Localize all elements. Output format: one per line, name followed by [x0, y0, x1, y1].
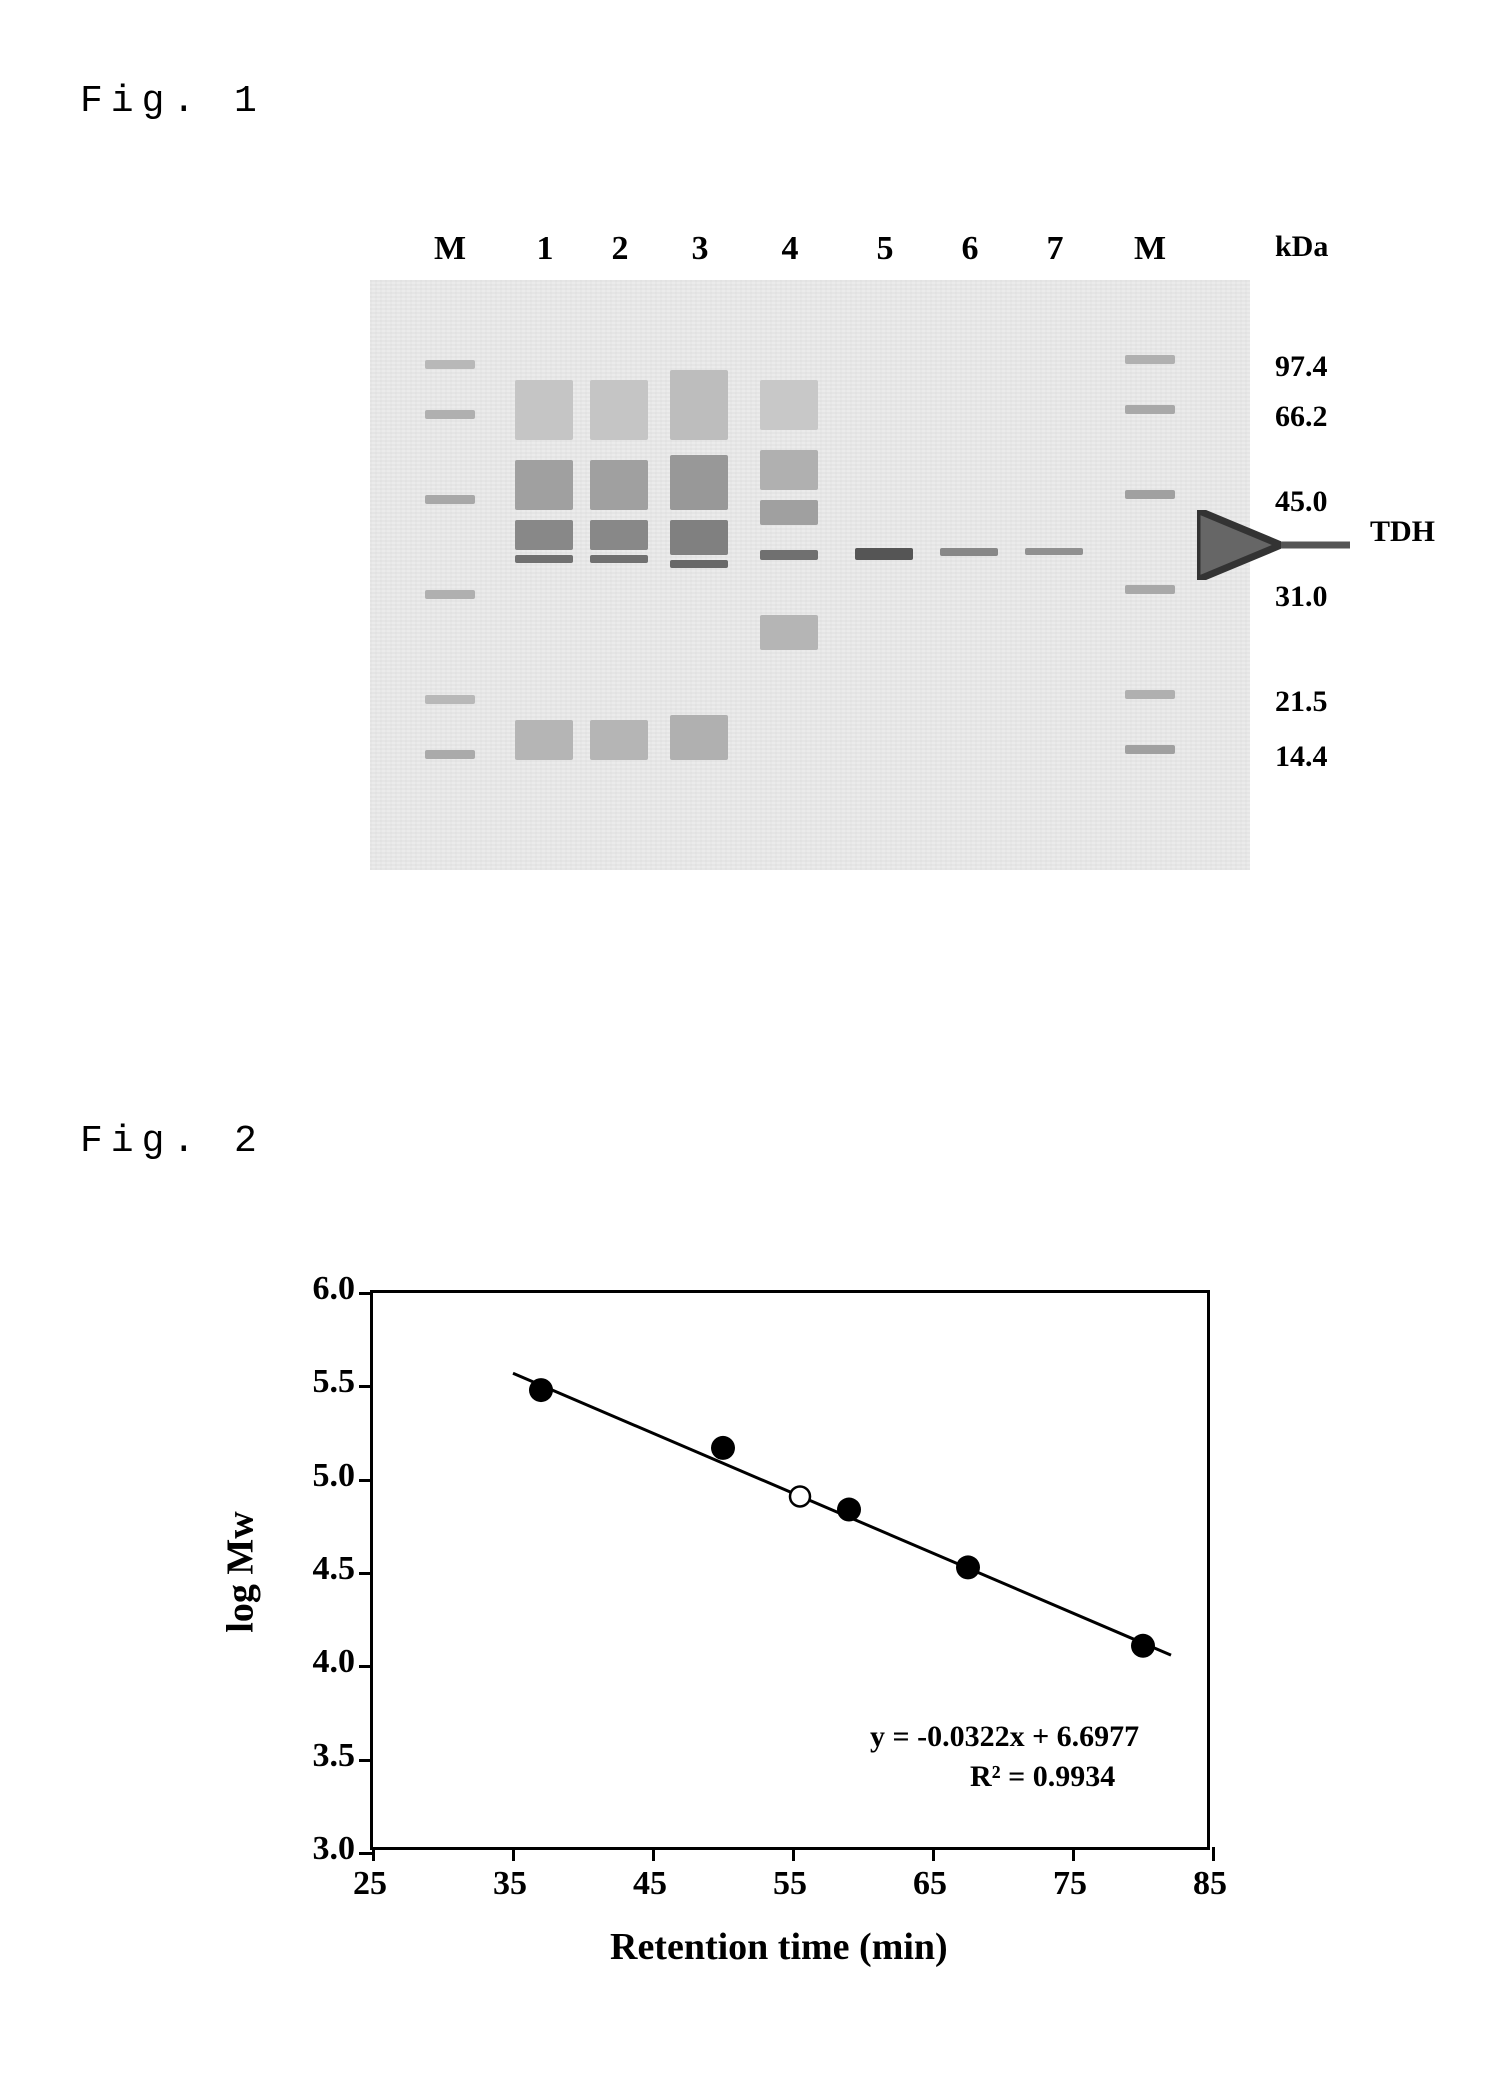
lane-label: 7: [1025, 230, 1085, 268]
data-point-open: [790, 1486, 810, 1506]
lane-label: 2: [590, 230, 650, 268]
gel-band: [940, 548, 998, 556]
gel-band: [1125, 585, 1175, 594]
y-tick-label: 5.5: [275, 1363, 355, 1401]
gel-band: [590, 520, 648, 550]
gel-band: [515, 555, 573, 563]
gel-band: [1125, 405, 1175, 414]
x-tick-label: 25: [340, 1865, 400, 1903]
y-tick-label: 3.0: [275, 1830, 355, 1868]
gel-band: [1025, 548, 1083, 555]
gel-band: [670, 520, 728, 555]
y-tick-label: 5.0: [275, 1457, 355, 1495]
fig1-label: Fig. 1: [80, 80, 265, 123]
gel-band: [425, 750, 475, 759]
y-axis-label: log Mw: [219, 1511, 263, 1632]
gel-band: [590, 555, 648, 563]
gel-band: [425, 360, 475, 369]
data-point-filled: [837, 1498, 861, 1522]
tdh-arrow: [1255, 530, 1385, 565]
gel-band: [425, 410, 475, 419]
gel-image: M1234567M 97.466.245.031.021.514.4 kDa T…: [370, 230, 1250, 870]
data-point-filled: [956, 1555, 980, 1579]
gel-background: [370, 280, 1250, 870]
gel-band: [590, 380, 648, 440]
x-tick-label: 65: [900, 1865, 960, 1903]
gel-band: [1125, 690, 1175, 699]
lane-label: 6: [940, 230, 1000, 268]
r-squared: R² = 0.9934: [970, 1760, 1115, 1794]
fig2-label: Fig. 2: [80, 1120, 265, 1163]
gel-band: [515, 520, 573, 550]
gel-band: [590, 460, 648, 510]
lane-label: 4: [760, 230, 820, 268]
x-axis-label: Retention time (min): [610, 1925, 948, 1969]
lane-label: 5: [855, 230, 915, 268]
gel-band: [425, 695, 475, 704]
gel-band: [760, 380, 818, 430]
gel-band: [590, 720, 648, 760]
gel-band: [760, 550, 818, 560]
gel-band: [1125, 355, 1175, 364]
mw-label: 45.0: [1275, 485, 1328, 519]
x-tick-label: 45: [620, 1865, 680, 1903]
x-tick-label: 75: [1040, 1865, 1100, 1903]
gel-band: [515, 720, 573, 760]
y-tick-label: 4.0: [275, 1643, 355, 1681]
x-tick-label: 85: [1180, 1865, 1240, 1903]
lane-label: 3: [670, 230, 730, 268]
y-tick-label: 3.5: [275, 1737, 355, 1775]
data-point-filled: [1131, 1634, 1155, 1658]
gel-band: [515, 460, 573, 510]
lane-label: M: [420, 230, 480, 268]
mw-label: 97.4: [1275, 350, 1328, 384]
mw-label: 31.0: [1275, 580, 1328, 614]
gel-band: [515, 380, 573, 440]
kda-header: kDa: [1275, 230, 1328, 264]
data-point-filled: [529, 1378, 553, 1402]
mw-label: 21.5: [1275, 685, 1328, 719]
gel-band: [670, 370, 728, 440]
gel-band: [760, 450, 818, 490]
gel-band: [855, 548, 913, 560]
gel-band: [670, 560, 728, 568]
gel-band: [1125, 490, 1175, 499]
lane-label: 1: [515, 230, 575, 268]
data-point-filled: [711, 1436, 735, 1460]
gel-band: [670, 715, 728, 760]
gel-band: [760, 615, 818, 650]
lane-label: M: [1120, 230, 1180, 268]
scatter-chart: 3.03.54.04.55.05.56.0 25354555657585 log…: [230, 1270, 1280, 1990]
gel-band: [760, 500, 818, 525]
y-tick-label: 4.5: [275, 1550, 355, 1588]
regression-equation: y = -0.0322x + 6.6977: [870, 1720, 1139, 1754]
gel-band: [425, 590, 475, 599]
x-tick-label: 55: [760, 1865, 820, 1903]
gel-band: [670, 455, 728, 510]
tdh-label: TDH: [1370, 515, 1435, 549]
y-tick-label: 6.0: [275, 1270, 355, 1308]
mw-label: 14.4: [1275, 740, 1328, 774]
gel-band: [425, 495, 475, 504]
gel-band: [1125, 745, 1175, 754]
x-tick-label: 35: [480, 1865, 540, 1903]
mw-label: 66.2: [1275, 400, 1328, 434]
